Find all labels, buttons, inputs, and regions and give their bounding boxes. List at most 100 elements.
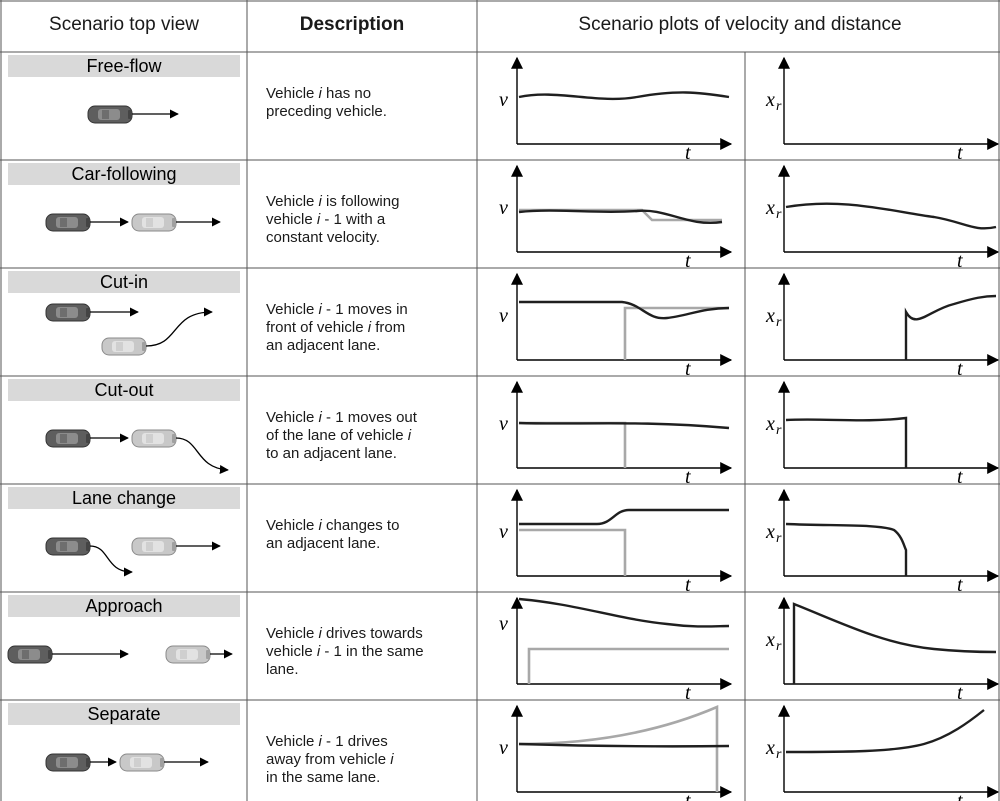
distance-axis-label: x (765, 737, 775, 759)
ego-vehicle-curve (518, 421, 730, 430)
scenario-title-band (8, 55, 240, 77)
time-axis-label: t (685, 790, 691, 801)
distance-axis-subscript: r (776, 531, 782, 546)
velocity-plot: vt (499, 380, 733, 488)
time-axis-label: t (685, 358, 691, 380)
scenario-title: Free-flow (86, 56, 162, 76)
vehicle-index-symbol: i (390, 751, 394, 768)
distance-plot: x r t (765, 164, 1000, 272)
ego-car-icon (45, 537, 91, 556)
distance-axis-label: x (765, 89, 775, 111)
scenario-top-view-illustration (45, 429, 229, 474)
description-text: in the same lane. (266, 769, 380, 786)
scenario-description: Vehicle i drives towards vehicle i - 1 in… (266, 625, 424, 678)
scenario-row: Cut-out Vehicle i - 1 moves out of the lan… (8, 379, 1000, 488)
distance-axis-subscript: r (776, 207, 782, 222)
vehicle-index-symbol: i (317, 211, 321, 228)
description-text: vehicle (266, 211, 317, 228)
scenario-row: Free-flow Vehicle i has no preceding vehic… (8, 55, 1000, 164)
distance-axis-subscript: r (776, 99, 782, 114)
description-text: from (371, 319, 405, 336)
time-axis-label: t (957, 142, 963, 164)
vehicle-index-symbol: i (319, 733, 323, 750)
ego-vehicle-curve (785, 416, 908, 468)
ego-car-icon (45, 213, 91, 232)
distance-axis-subscript: r (776, 423, 782, 438)
scenario-title-band (8, 703, 240, 725)
velocity-plot: vt (499, 704, 733, 801)
distance-plot: x r t (765, 488, 1000, 596)
scenario-title: Car-following (71, 164, 176, 184)
scenario-title-band (8, 595, 240, 617)
time-axis-label: t (957, 250, 963, 272)
preceding-vehicle-curve (519, 421, 627, 468)
distance-plot: x r t (765, 380, 1000, 488)
distance-axis-label: x (765, 305, 775, 327)
description-text: Vehicle (266, 733, 319, 750)
scenario-top-view-illustration (45, 213, 221, 232)
description-text: - 1 in the same (320, 643, 423, 660)
description-text: Vehicle (266, 517, 319, 534)
table-header: Scenario top view Description Scenario p… (49, 14, 902, 35)
preceding-vehicle-curve (519, 528, 627, 576)
time-axis-label: t (957, 574, 963, 596)
description-text: vehicle (266, 643, 317, 660)
scenario-title: Cut-out (94, 380, 153, 400)
description-text: an adjacent lane. (266, 337, 380, 354)
time-axis-label: t (957, 682, 963, 704)
velocity-plot: vt (499, 56, 733, 164)
velocity-axis-label: v (499, 305, 508, 327)
vehicle-index-symbol: i (317, 643, 321, 660)
scenario-title: Cut-in (100, 272, 148, 292)
preceding-vehicle-curve (623, 306, 729, 360)
preceding-car-icon (165, 645, 211, 664)
distance-axis-subscript: r (776, 315, 782, 330)
ego-car-icon (7, 645, 53, 664)
scenario-title-band (8, 487, 240, 509)
preceding-vehicle-curve (527, 647, 729, 684)
distance-axis-subscript: r (776, 747, 782, 762)
vehicle-index-symbol: i (319, 85, 323, 102)
distance-axis-label: x (765, 521, 775, 543)
description-text: Vehicle (266, 301, 319, 318)
vehicle-index-symbol: i (319, 517, 323, 534)
time-axis-label: t (685, 466, 691, 488)
lane-change-arrow-icon (145, 307, 213, 347)
ego-vehicle-curve (785, 202, 997, 230)
description-text: away from vehicle (266, 751, 390, 768)
description-text: Vehicle (266, 625, 319, 642)
description-text: preceding vehicle. (266, 103, 387, 120)
preceding-vehicle-curve (518, 705, 719, 792)
velocity-plot: vt (499, 272, 733, 380)
distance-axis-label: x (765, 629, 775, 651)
velocity-axis-label: v (499, 521, 508, 543)
ego-car-icon (45, 303, 91, 322)
description-text: - 1 moves in (322, 301, 408, 318)
distance-axis-label: x (765, 413, 775, 435)
vehicle-index-symbol: i (368, 319, 372, 336)
scenario-title-band (8, 163, 240, 185)
velocity-plot: vt (499, 596, 733, 704)
ego-vehicle-curve (518, 597, 730, 628)
ego-vehicle-curve (792, 602, 997, 684)
vehicle-index-symbol: i (319, 301, 323, 318)
ego-car-icon (87, 105, 133, 124)
scenario-description: Vehicle i has no preceding vehicle. (266, 85, 387, 120)
vehicle-index-symbol: i (408, 427, 412, 444)
scenario-title: Lane change (72, 488, 176, 508)
ego-vehicle-curve (785, 709, 985, 754)
description-text: Vehicle (266, 409, 319, 426)
description-text: Vehicle (266, 193, 319, 210)
description-text: of the lane of vehicle (266, 427, 408, 444)
scenario-top-view-illustration (87, 105, 179, 124)
scenario-description: Vehicle i - 1 moves out of the lane of ve… (266, 409, 418, 462)
ego-car-icon (45, 429, 91, 448)
distance-plot: x r t (765, 272, 1000, 380)
scenario-row: Cut-in Vehicle i - 1 moves in front of veh… (8, 271, 1000, 380)
description-text: is following (322, 193, 400, 210)
scenario-top-view-illustration (45, 303, 213, 356)
scenario-title-band (8, 379, 240, 401)
distance-plot: x r t (765, 596, 1000, 704)
